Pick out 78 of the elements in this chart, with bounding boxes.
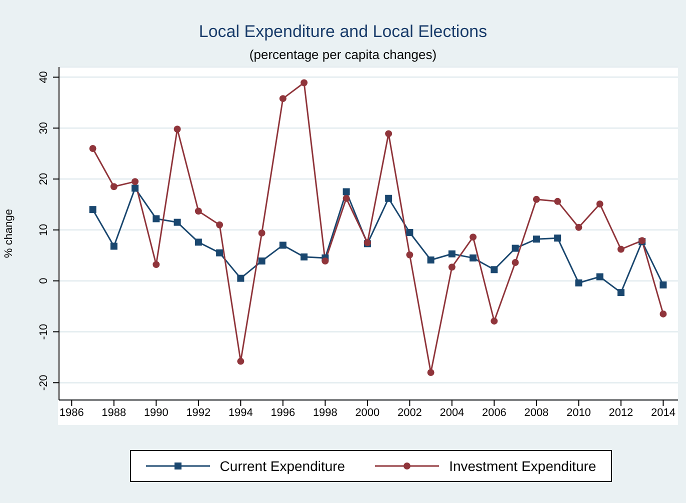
x-tick-label: 1988	[102, 406, 126, 419]
point	[532, 196, 540, 203]
x-tick-label: 2008	[524, 406, 549, 419]
chart-subtitle: (percentage per capita changes)	[248, 47, 438, 62]
point	[427, 256, 434, 264]
point	[575, 224, 582, 231]
y-tick-label: 10	[38, 224, 50, 236]
point	[174, 218, 181, 226]
x-tick-label: 1986	[59, 406, 84, 419]
point	[194, 238, 202, 246]
point	[174, 126, 181, 133]
point	[532, 236, 540, 243]
x-tick-label: 2002	[397, 406, 422, 419]
point	[216, 249, 224, 256]
point	[89, 144, 96, 152]
point	[490, 318, 498, 325]
point	[152, 215, 160, 222]
point	[258, 229, 266, 236]
point	[512, 244, 519, 252]
x-tick-label: 2000	[355, 406, 380, 419]
point	[300, 79, 308, 86]
legend-label: Current Expenditure	[220, 458, 346, 474]
point	[660, 281, 667, 288]
y-tick-label: 40	[38, 71, 50, 84]
y-tick-label: 0	[38, 278, 50, 284]
point	[512, 259, 519, 266]
point	[237, 358, 244, 365]
point	[470, 254, 477, 262]
chart-title: Local Expenditure and Local Elections	[198, 22, 488, 42]
point	[237, 274, 244, 282]
point	[216, 221, 224, 228]
x-tick-label: 1990	[144, 406, 168, 419]
point	[448, 250, 456, 258]
point	[132, 178, 139, 186]
y-tick-label: 20	[38, 172, 50, 186]
point	[427, 369, 434, 376]
point	[152, 261, 160, 268]
point	[279, 242, 286, 249]
point	[406, 251, 414, 258]
point	[342, 194, 350, 202]
point	[110, 242, 118, 250]
point	[258, 257, 266, 264]
point	[617, 289, 624, 296]
point	[617, 246, 624, 253]
point	[322, 257, 329, 264]
point	[554, 198, 562, 205]
point	[194, 208, 202, 215]
point	[596, 200, 604, 208]
point	[385, 194, 392, 202]
y-tick-label: -20	[38, 374, 50, 391]
point	[448, 264, 456, 271]
x-tick-label: 2012	[608, 406, 634, 419]
x-tick-label: 1994	[228, 406, 253, 419]
y-tick-label: -10	[38, 324, 50, 340]
point	[89, 206, 96, 214]
point	[342, 188, 350, 196]
x-tick-label: 2004	[440, 406, 464, 419]
legend-label: Investment Expenditure	[449, 458, 596, 474]
point	[385, 130, 392, 138]
point	[110, 183, 118, 190]
point	[132, 184, 139, 192]
point	[575, 279, 582, 286]
y-tick-label: 30	[38, 122, 50, 134]
point	[660, 310, 667, 318]
x-tick-label: 2006	[482, 406, 506, 419]
point	[554, 234, 562, 242]
point	[300, 253, 308, 260]
point	[406, 228, 414, 236]
x-tick-label: 1996	[270, 406, 296, 419]
x-tick-label: 1998	[312, 406, 338, 419]
point	[470, 234, 477, 241]
point	[279, 95, 286, 102]
y-axis-title: % change	[2, 209, 15, 258]
x-tick-label: 2014	[650, 406, 676, 419]
point	[596, 273, 604, 280]
point	[490, 266, 498, 274]
x-tick-label: 2010	[566, 406, 591, 419]
x-tick-label: 1992	[186, 406, 211, 419]
